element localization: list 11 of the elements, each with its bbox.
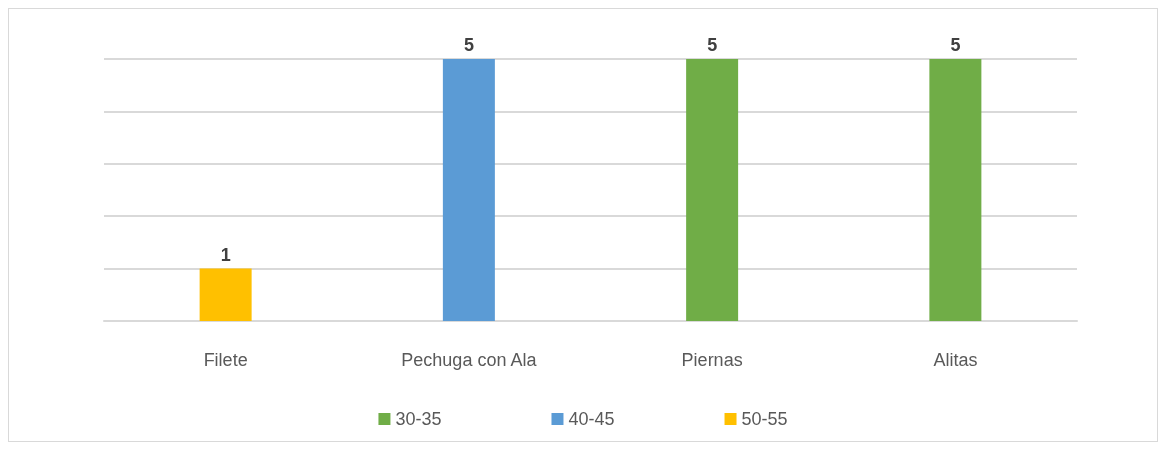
data-label: 1 [220, 244, 231, 265]
x-tick-label: Alitas [933, 350, 978, 370]
data-label: 5 [463, 35, 474, 55]
x-tick-label: Filete [203, 350, 248, 370]
data-label: 5 [707, 35, 718, 55]
legend-label: 40-45 [568, 409, 615, 429]
x-tick-label: Pechuga con Ala [401, 350, 538, 370]
legend-label: 30-35 [395, 409, 442, 429]
data-label: 5 [950, 35, 961, 55]
legend-label: 50-55 [741, 409, 788, 429]
x-tick-label: Piernas [681, 350, 743, 370]
